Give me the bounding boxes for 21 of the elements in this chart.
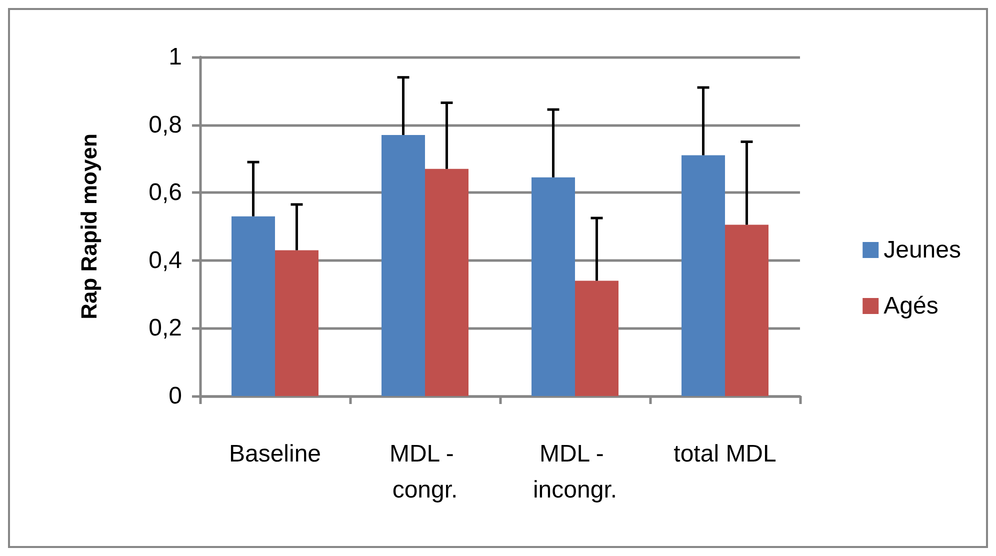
x-tick-label: total MDL (674, 440, 776, 468)
bar (725, 224, 768, 396)
bar (382, 134, 425, 396)
bar (532, 177, 575, 396)
bar (682, 155, 725, 396)
x-tick-label: MDL - congr. (389, 440, 461, 504)
x-tick-label: Baseline (228, 440, 322, 468)
legend-label: Jeunes (884, 236, 961, 264)
bar (275, 250, 318, 396)
y-tick-label: 0,4 (148, 246, 182, 274)
y-tick-label: 0,2 (148, 314, 182, 342)
y-tick-label: 0,8 (148, 111, 182, 138)
bar (425, 168, 468, 396)
y-tick-label: 1 (168, 44, 182, 70)
x-tick-label: MDL - incongr. (532, 440, 618, 504)
bar (232, 216, 275, 396)
y-axis-title: Rap Rapid moyen (76, 134, 102, 320)
y-tick-label: 0 (168, 382, 182, 410)
bar (575, 280, 618, 396)
y-tick-label: 0,6 (148, 179, 182, 206)
legend-label: Agés (884, 292, 938, 320)
